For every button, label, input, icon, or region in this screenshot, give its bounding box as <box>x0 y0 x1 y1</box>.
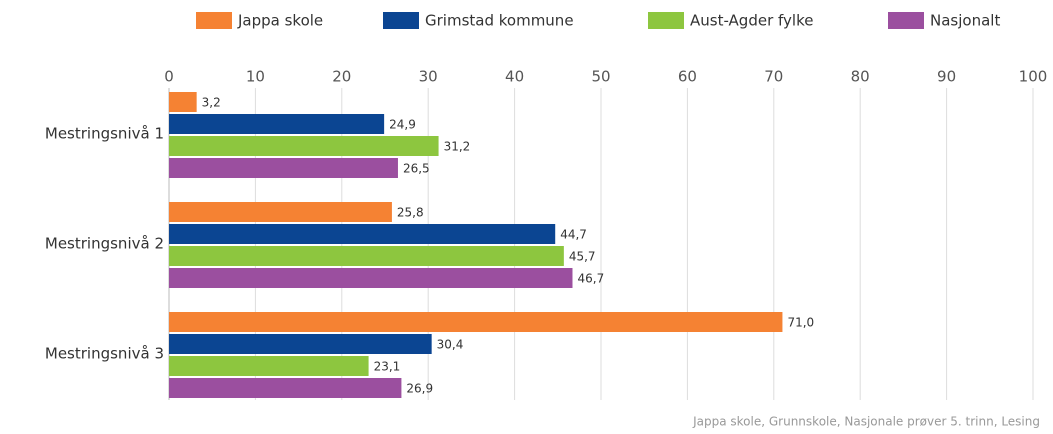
x-tick-label: 80 <box>851 68 870 86</box>
x-tick-label: 10 <box>246 68 265 86</box>
value-label: 45,7 <box>569 250 596 264</box>
value-label: 26,9 <box>406 382 433 396</box>
value-label: 23,1 <box>374 360 401 374</box>
value-label: 25,8 <box>397 206 424 220</box>
bar <box>169 114 385 134</box>
value-label: 71,0 <box>787 316 814 330</box>
value-label: 46,7 <box>577 272 604 286</box>
bar <box>169 268 573 288</box>
x-tick-label: 90 <box>937 68 956 86</box>
bar <box>169 334 432 354</box>
bar <box>169 378 402 398</box>
legend-swatch <box>196 12 232 29</box>
x-tick-label: 20 <box>332 68 351 86</box>
x-tick-label: 30 <box>419 68 438 86</box>
y-tick-label: Mestringsnivå 3 <box>45 345 164 363</box>
legend-label: Grimstad kommune <box>425 12 574 30</box>
bar <box>169 92 197 112</box>
x-tick-label: 0 <box>164 68 174 86</box>
x-tick-label: 50 <box>591 68 610 86</box>
bar <box>169 136 439 156</box>
legend-swatch <box>648 12 684 29</box>
bar <box>169 158 398 178</box>
legend-swatch <box>888 12 924 29</box>
bar <box>169 356 369 376</box>
y-tick-label: Mestringsnivå 2 <box>45 235 164 253</box>
value-label: 30,4 <box>437 338 464 352</box>
legend-label: Nasjonalt <box>930 12 1000 30</box>
value-label: 24,9 <box>389 118 416 132</box>
bar <box>169 202 392 222</box>
bar <box>169 224 556 244</box>
legend-label: Aust-Agder fylke <box>690 12 813 30</box>
bar <box>169 246 564 266</box>
source-note: Jappa skole, Grunnskole, Nasjonale prøve… <box>692 415 1040 429</box>
legend-swatch <box>383 12 419 29</box>
y-tick-label: Mestringsnivå 1 <box>45 125 164 143</box>
value-label: 31,2 <box>444 140 471 154</box>
x-tick-label: 40 <box>505 68 524 86</box>
x-tick-label: 60 <box>678 68 697 86</box>
bar <box>169 312 783 332</box>
x-tick-label: 70 <box>764 68 783 86</box>
value-label: 3,2 <box>202 96 221 110</box>
legend-label: Jappa skole <box>237 12 323 30</box>
value-label: 44,7 <box>560 228 587 242</box>
value-label: 26,5 <box>403 162 430 176</box>
x-tick-label: 100 <box>1019 68 1048 86</box>
